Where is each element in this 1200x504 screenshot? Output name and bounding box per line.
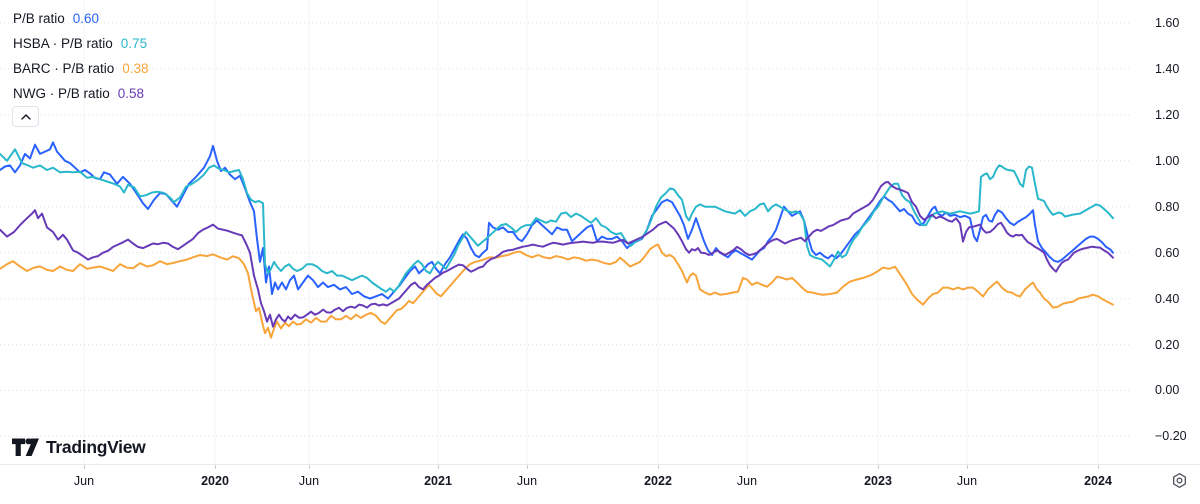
time-axis-label: Jun [956, 474, 978, 488]
price-axis[interactable]: 1.60 1.40 1.20 1.00 0.80 0.60 0.40 0.20 0.00 −0.2… [1130, 0, 1200, 464]
price-axis-label: 0.60 [1155, 245, 1180, 260]
series-line [0, 141, 1114, 300]
price-chart[interactable] [0, 0, 1130, 464]
time-axis-label: 2024 [1084, 474, 1112, 488]
time-axis-tick [84, 465, 85, 469]
time-axis-label: Jun [516, 474, 538, 488]
time-axis-label: Jun [736, 474, 758, 488]
series-line [0, 180, 1114, 328]
price-axis-label: 1.00 [1155, 153, 1180, 168]
time-axis-tick [967, 465, 968, 469]
time-axis-settings-button[interactable] [1169, 470, 1189, 490]
legend-label: P/B ratio [13, 11, 65, 26]
time-axis-tick [527, 465, 528, 469]
legend-value: 0.58 [117, 86, 145, 101]
price-axis-label: 0.00 [1155, 383, 1180, 398]
time-axis-tick [1098, 465, 1099, 469]
legend-label: BARC · P/B ratio [13, 61, 115, 76]
gear-icon [1172, 472, 1186, 488]
grid-horizontal [0, 22, 1130, 437]
time-axis-label: Jun [73, 474, 95, 488]
legend-row-main[interactable]: P/B ratio 0.60 [13, 6, 149, 31]
price-axis-label: 1.60 [1155, 15, 1180, 30]
series-line [0, 148, 1114, 293]
time-axis[interactable]: Jun 2020 Jun 2021 Jun 2022 Jun 2023 Jun 2024 [0, 464, 1200, 504]
series-line [0, 243, 1114, 339]
legend-row-nwg[interactable]: NWG · P/B ratio 0.58 [13, 81, 149, 106]
tradingview-logo[interactable]: TradingView [12, 437, 146, 458]
price-axis-label: 1.40 [1155, 61, 1180, 76]
legend-label: NWG · P/B ratio [13, 86, 110, 101]
price-axis-label: 0.40 [1155, 291, 1180, 306]
legend-value: 0.75 [120, 36, 148, 51]
tradingview-wordmark: TradingView [46, 437, 146, 457]
price-axis-label: 1.20 [1155, 107, 1180, 122]
legend-label: HSBA · P/B ratio [13, 36, 113, 51]
grid-vertical [83, 0, 1099, 464]
time-axis-label: 2021 [424, 474, 452, 488]
legend-value: 0.60 [72, 11, 100, 26]
legend: P/B ratio 0.60 HSBA · P/B ratio 0.75 BAR… [13, 6, 149, 106]
price-axis-label: 0.20 [1155, 337, 1180, 352]
price-axis-label: −0.20 [1155, 429, 1187, 444]
time-axis-tick [658, 465, 659, 469]
time-axis-label: Jun [298, 474, 320, 488]
chevron-up-icon [20, 113, 31, 120]
series-lines [0, 141, 1114, 339]
time-axis-tick [878, 465, 879, 469]
time-axis-label: 2022 [644, 474, 672, 488]
legend-row-hsba[interactable]: HSBA · P/B ratio 0.75 [13, 31, 149, 56]
time-axis-tick [747, 465, 748, 469]
tradingview-mark-icon [12, 438, 39, 456]
legend-row-barc[interactable]: BARC · P/B ratio 0.38 [13, 56, 149, 81]
time-axis-tick [215, 465, 216, 469]
price-axis-label: 0.80 [1155, 199, 1180, 214]
time-axis-label: 2023 [864, 474, 892, 488]
legend-collapse-button[interactable] [12, 106, 39, 127]
time-axis-tick [309, 465, 310, 469]
time-axis-tick [438, 465, 439, 469]
legend-value: 0.38 [122, 61, 149, 76]
time-axis-label: 2020 [201, 474, 229, 488]
